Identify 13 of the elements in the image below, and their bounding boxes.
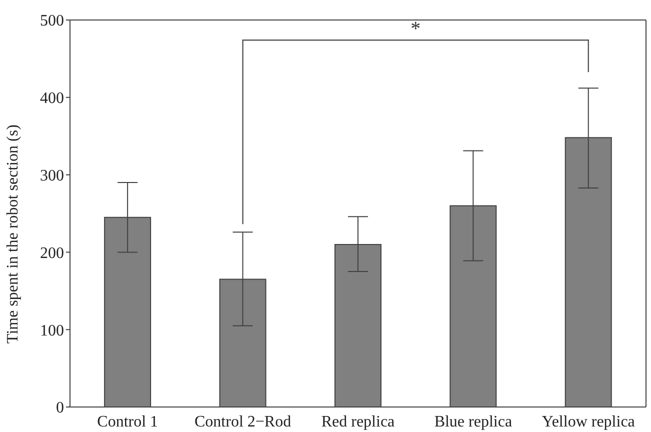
y-tick-label: 400: [40, 90, 64, 108]
x-tick-label: Blue replica: [434, 413, 512, 430]
y-tick-label: 100: [40, 322, 64, 340]
y-tick-label: 200: [40, 244, 64, 262]
y-tick-label: 300: [40, 167, 64, 184]
y-axis-title: Time spent in the robot section (s): [4, 124, 22, 344]
x-tick-label: Control 2−Rod: [194, 413, 292, 430]
x-tick-label: Yellow replica: [542, 413, 635, 430]
y-tick-label: 500: [40, 12, 64, 30]
y-tick-label: 0: [56, 400, 64, 417]
annotation: *: [410, 18, 421, 40]
x-tick-label: Red replica: [321, 413, 395, 430]
x-tick-label: Control 1: [97, 413, 158, 430]
